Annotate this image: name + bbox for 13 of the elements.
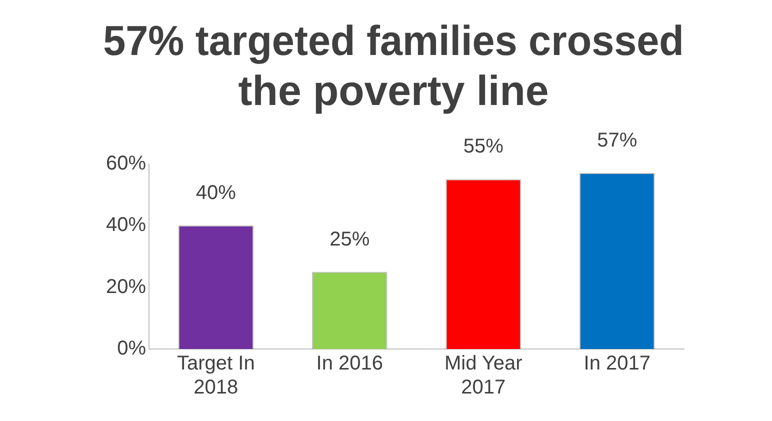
x-tick-label: Mid Year 2017: [444, 352, 523, 399]
data-label: 25%: [330, 228, 370, 250]
data-label: 40%: [196, 182, 236, 204]
x-tick-label: In 2016: [316, 352, 384, 375]
y-tick-label: 60%: [106, 152, 146, 174]
data-label: 57%: [597, 130, 638, 152]
chart-title: 57% targeted families crossed the poverty line: [103, 17, 684, 114]
x-tick-label: Target In 2018: [176, 352, 255, 399]
data-label: 55%: [463, 136, 504, 158]
y-tick-label: 20%: [106, 276, 146, 298]
y-tick-label: 40%: [106, 214, 146, 236]
x-tick-label: In 2017: [584, 352, 650, 375]
y-tick-label: 0%: [117, 338, 146, 360]
